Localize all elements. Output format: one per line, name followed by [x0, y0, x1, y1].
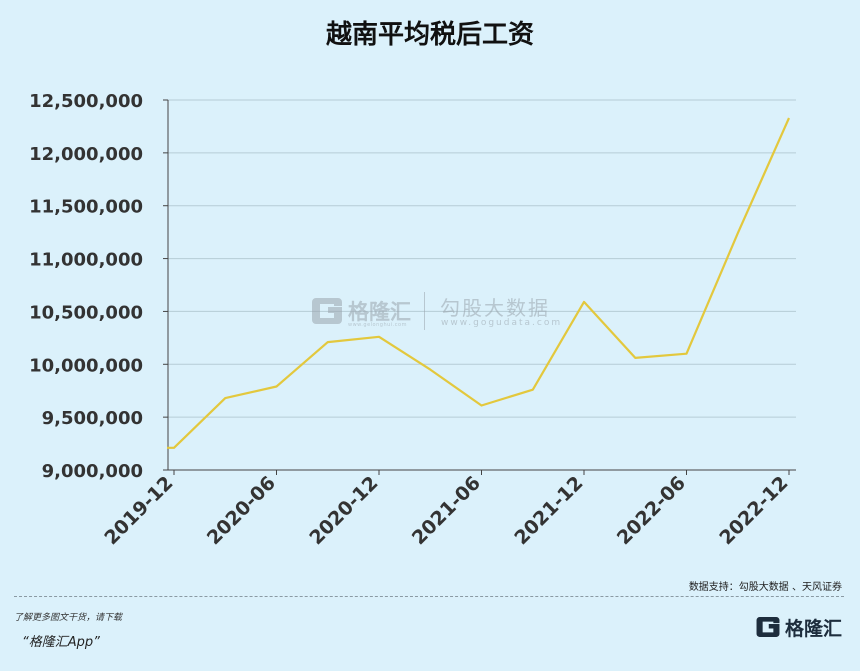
series-line: [167, 117, 791, 449]
y-tick-label: 11,000,000: [29, 250, 143, 271]
watermark-brand-url: www.gelonghui.com: [348, 322, 407, 328]
y-tick-label: 11,500,000: [29, 197, 143, 218]
watermark: 格隆汇 www.gelonghui.com 勾股大数据 www.gogudata…: [308, 290, 560, 335]
footer-note: 了解更多图文干货，请下载: [14, 613, 123, 623]
x-tick-label: 2021-12: [510, 472, 587, 549]
y-tick-label: 12,000,000: [29, 144, 143, 165]
y-tick-label: 9,000,000: [42, 461, 143, 482]
y-tick-label: 10,000,000: [29, 355, 143, 376]
gelonghui-logo-icon: [756, 617, 780, 637]
gelonghui-logo-icon: [312, 298, 342, 324]
x-tick-label: 2020-12: [305, 472, 382, 549]
y-tick-label: 12,500,000: [29, 91, 143, 112]
footer-logo-text: 格隆汇: [784, 617, 842, 640]
x-tick-label: 2020-06: [203, 472, 280, 549]
x-tick-label: 2019-12: [100, 472, 177, 549]
line-chart: 9,000,000 9,500,000 10,000,000 10,500,000 11…: [29, 91, 796, 549]
x-tick-label: 2022-12: [715, 472, 792, 549]
y-tick-label: 9,500,000: [42, 408, 143, 429]
watermark-divider: [424, 292, 425, 330]
footer-divider: [14, 596, 844, 597]
footer-logo: 格隆汇: [755, 612, 842, 642]
chart-title: 越南平均税后工资: [325, 20, 534, 50]
watermark-brand: 格隆汇: [348, 300, 411, 324]
x-tick-label: 2022-06: [613, 472, 690, 549]
footer-app-name: “格隆汇App”: [22, 635, 100, 650]
y-tick-label: 10,500,000: [29, 302, 143, 323]
data-source-note: 数据支持：勾股大数据 、天风证券: [688, 582, 842, 593]
watermark-url: www.gogudata.com: [441, 318, 563, 328]
watermark-name: 勾股大数据: [440, 296, 550, 320]
x-tick-label: 2021-06: [408, 472, 485, 549]
